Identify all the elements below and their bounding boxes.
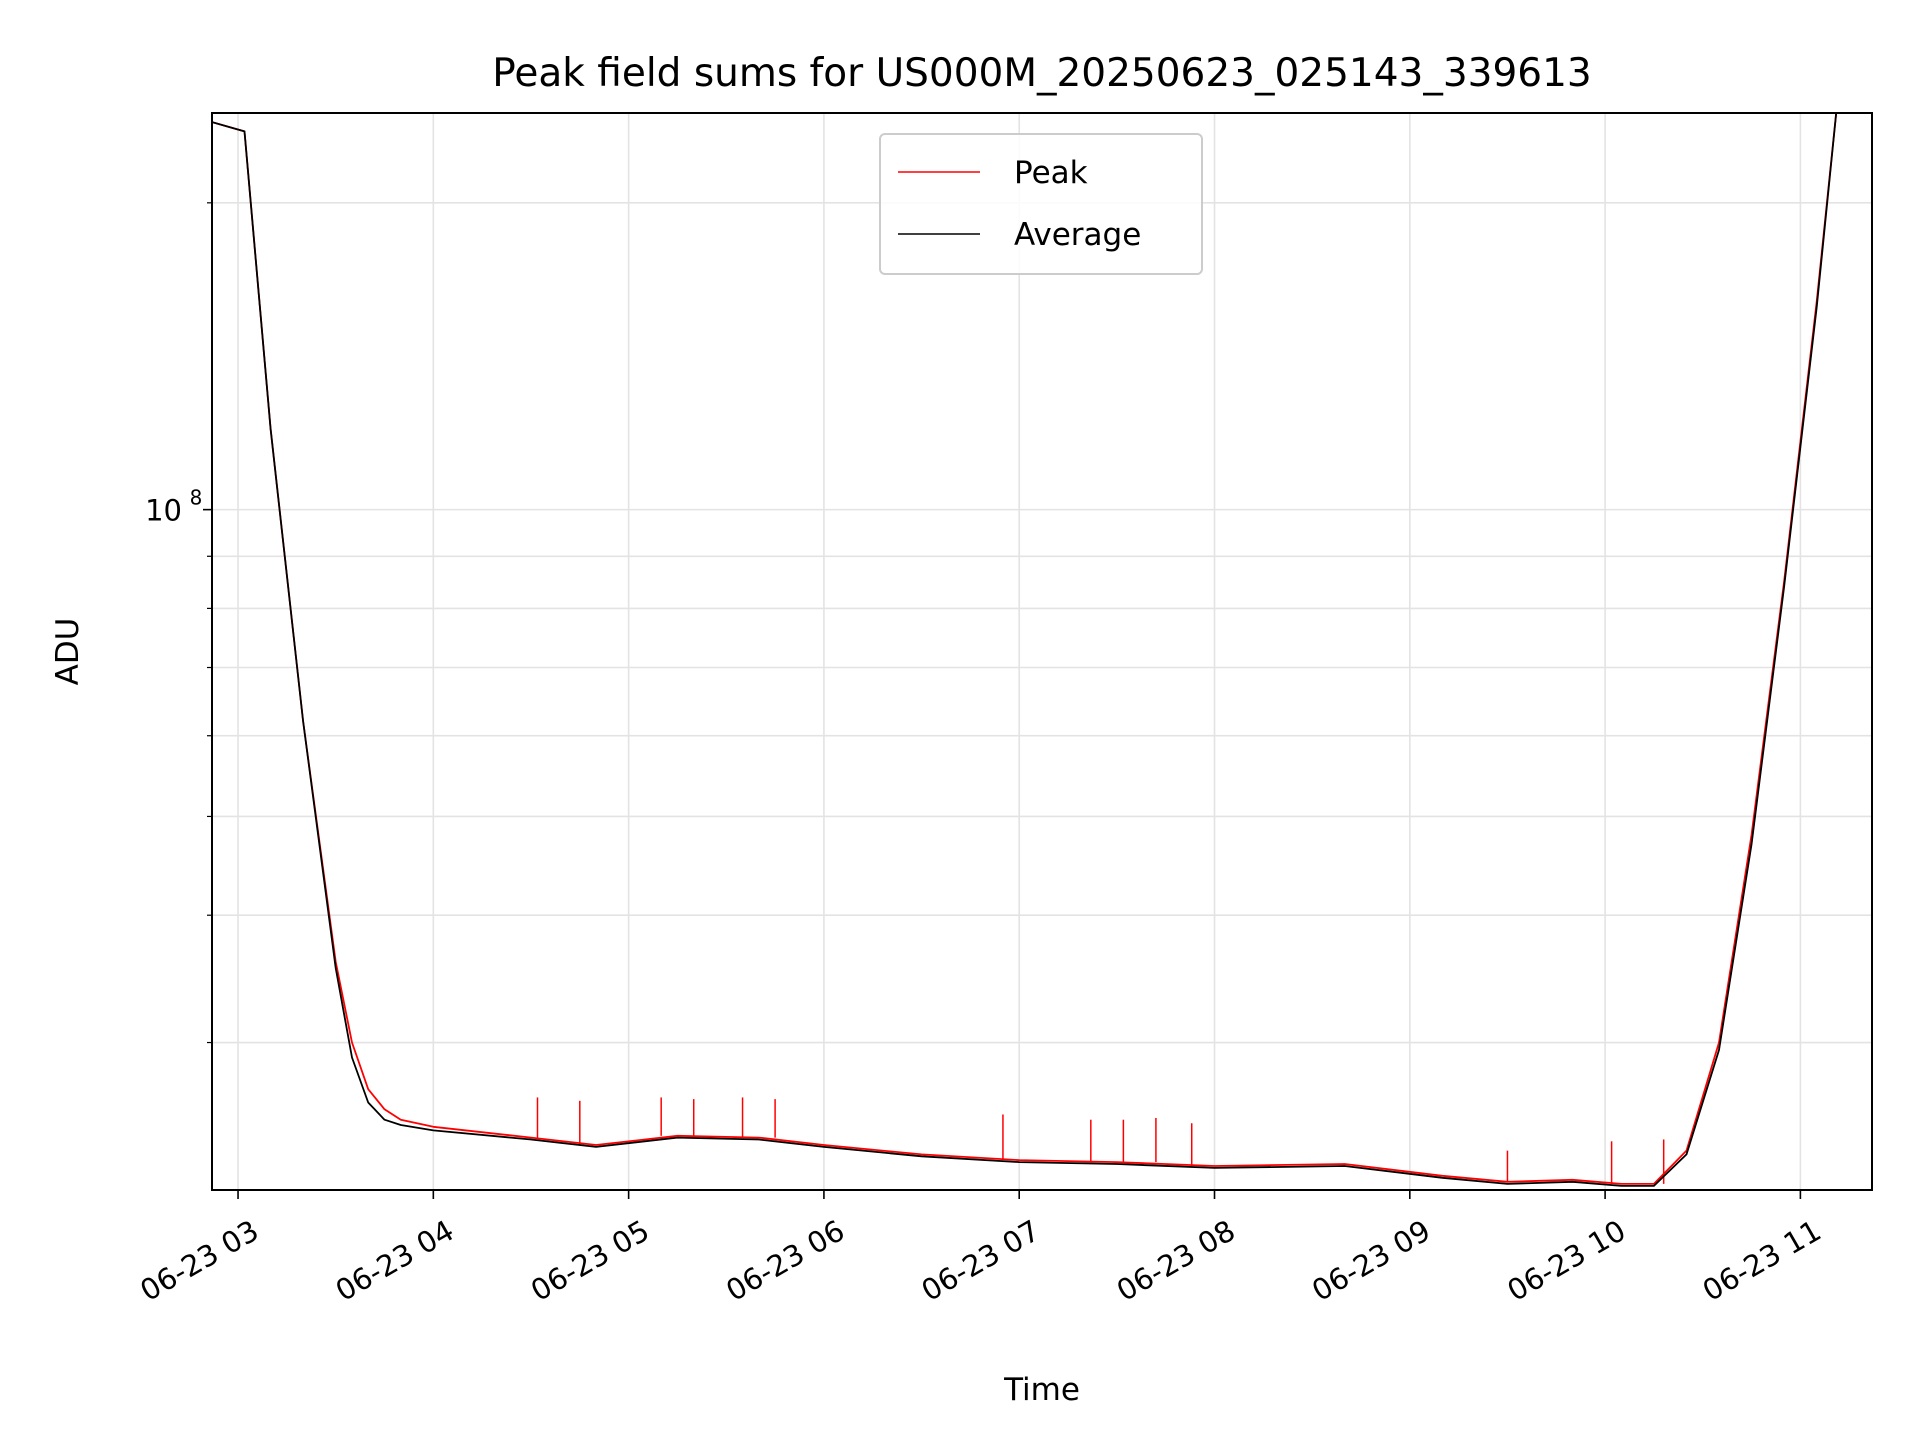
y-tick-label-exponent: 8: [190, 486, 203, 510]
legend-box: [879, 133, 1203, 275]
chart-title: Peak field sums for US000M_20250623_0251…: [492, 51, 1591, 96]
y-tick-label-base: 10: [145, 494, 182, 528]
series-lines: [212, 113, 1872, 1187]
series-line-peak: [212, 113, 1872, 1185]
plot-area-frame: [211, 112, 1873, 1191]
legend-label-peak: Peak: [1014, 155, 1088, 191]
legend: Peak Average: [879, 133, 1203, 275]
y-tick-label: 10: [145, 494, 182, 528]
x-axis-title: Time: [1003, 1372, 1080, 1408]
grid-lines: [212, 113, 1872, 1190]
series-line-average: [212, 113, 1872, 1187]
y-axis-title: ADU: [50, 618, 86, 686]
legend-label-average: Average: [1014, 217, 1141, 253]
